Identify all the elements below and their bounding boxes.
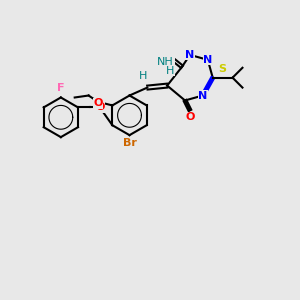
- Text: F: F: [57, 82, 64, 92]
- Text: N: N: [203, 55, 212, 65]
- Text: H: H: [139, 70, 148, 81]
- Text: O: O: [95, 102, 104, 112]
- Text: NH: NH: [157, 57, 174, 67]
- Text: S: S: [218, 64, 226, 74]
- Text: Br: Br: [123, 138, 136, 148]
- Text: H: H: [166, 66, 174, 76]
- Text: O: O: [93, 98, 102, 108]
- Text: N: N: [198, 91, 208, 100]
- Text: N: N: [185, 50, 195, 60]
- Text: O: O: [185, 112, 195, 122]
